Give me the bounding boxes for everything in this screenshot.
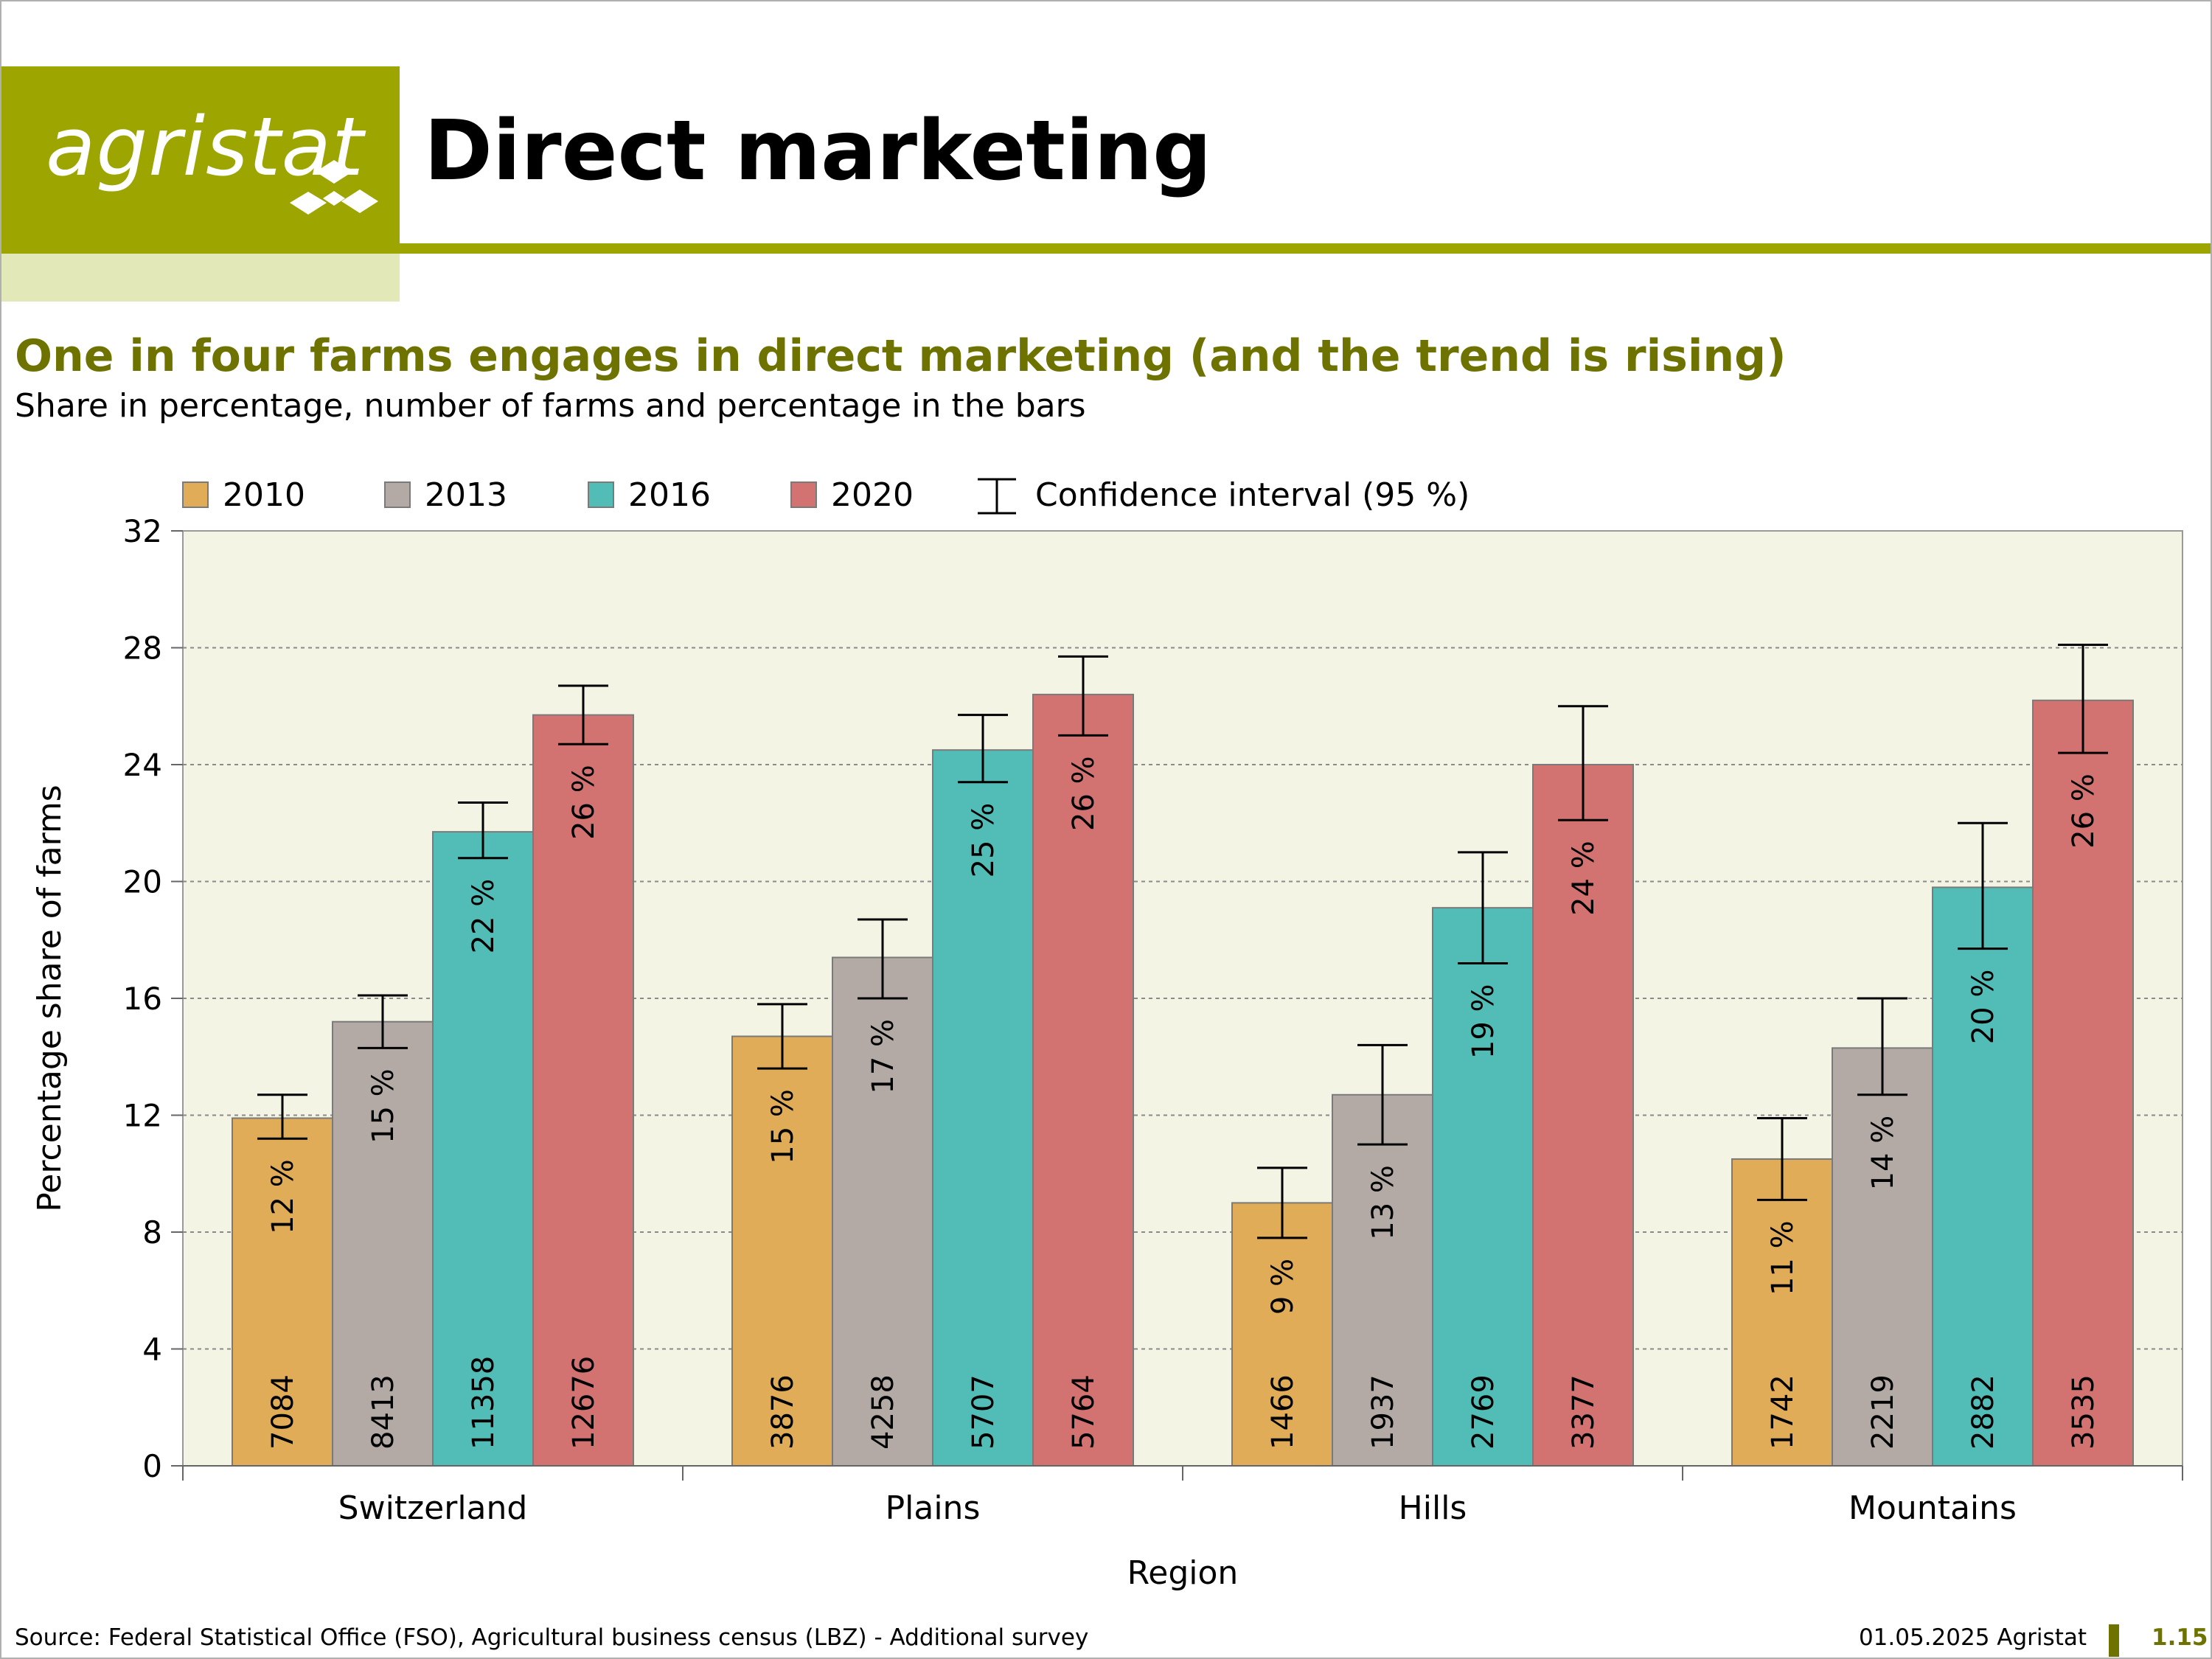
legend-label: 2013 <box>425 476 507 514</box>
count-label: 5707 <box>967 1374 1001 1450</box>
y-tick-label: 24 <box>123 747 162 783</box>
count-label: 2769 <box>1467 1374 1500 1450</box>
chart-legend: 2010 2013 2016 2020 Confidence interval (95 … <box>182 476 1470 515</box>
count-label: 3876 <box>766 1374 800 1450</box>
percentage-label: 15 % <box>766 1089 800 1164</box>
count-label: 5764 <box>1067 1374 1101 1450</box>
bar <box>932 749 1034 1467</box>
percentage-label: 17 % <box>866 1019 900 1094</box>
bar <box>1731 1158 1833 1467</box>
x-tick-label: Plains <box>886 1489 981 1527</box>
logo-underlay <box>1 254 400 302</box>
bar <box>332 1020 434 1467</box>
chart-headline: One in four farms engages in direct mark… <box>15 330 1787 382</box>
percentage-label: 13 % <box>1366 1165 1400 1240</box>
agristat-logo <box>1 66 400 254</box>
percentage-label: 26 % <box>567 765 601 840</box>
count-label: 2219 <box>1866 1374 1900 1450</box>
y-tick-label: 28 <box>123 630 162 667</box>
percentage-label: 26 % <box>2067 773 2101 849</box>
y-tick-label: 20 <box>123 864 162 900</box>
y-tick-label: 12 <box>123 1098 162 1134</box>
count-label: 2882 <box>1966 1374 2000 1450</box>
bar <box>832 956 933 1467</box>
footer-date: 01.05.2025 Agristat <box>1858 1624 2087 1651</box>
legend-swatch <box>588 481 614 508</box>
y-tick-label: 4 <box>142 1332 162 1368</box>
percentage-label: 19 % <box>1467 984 1500 1059</box>
legend-label: 2010 <box>223 476 305 514</box>
percentage-label: 25 % <box>967 803 1001 878</box>
bar <box>432 831 534 1467</box>
percentage-label: 22 % <box>467 879 501 954</box>
page-number: 1.15 <box>2152 1624 2208 1651</box>
count-label: 12676 <box>567 1356 601 1450</box>
count-label: 1466 <box>1266 1374 1300 1450</box>
count-label: 1937 <box>1366 1374 1400 1450</box>
legend-swatch <box>182 481 209 508</box>
count-label: 7084 <box>266 1374 300 1450</box>
count-label: 3535 <box>2067 1374 2101 1450</box>
bar <box>2032 699 2134 1467</box>
bar <box>232 1117 333 1467</box>
legend-label: 2016 <box>628 476 711 514</box>
count-label: 3377 <box>1567 1374 1601 1450</box>
y-tick-label: 16 <box>123 981 162 1017</box>
count-label: 8413 <box>366 1374 400 1450</box>
y-tick-label: 8 <box>142 1214 162 1251</box>
x-tick-label: Hills <box>1399 1489 1467 1527</box>
percentage-label: 12 % <box>266 1159 300 1234</box>
percentage-label: 26 % <box>1067 756 1101 831</box>
legend-label: 2020 <box>831 476 914 514</box>
direct-marketing-chart: 7084 12 % 3876 15 % 1466 9 % 1742 11 % 8413 15 % 4… <box>31 476 2183 1592</box>
logo-diamonds-icon <box>290 160 378 215</box>
percentage-label: 11 % <box>1766 1220 1800 1295</box>
percentage-label: 14 % <box>1866 1116 1900 1191</box>
x-tick-label: Mountains <box>1848 1489 2017 1527</box>
page-title: Direct marketing <box>424 103 1212 199</box>
bar <box>1332 1093 1433 1467</box>
bar <box>532 714 634 1467</box>
y-tick-label: 32 <box>123 513 162 549</box>
percentage-label: 20 % <box>1966 970 2000 1045</box>
footer-source: Source: Federal Statistical Office (FSO)… <box>15 1624 1089 1651</box>
y-tick-label: 0 <box>142 1448 162 1484</box>
bar <box>1832 1047 1933 1467</box>
y-axis-title: Percentage share of farms <box>31 785 69 1211</box>
logo-text: agristat <box>46 100 364 194</box>
legend-ci-label: Confidence interval (95 %) <box>1035 476 1470 514</box>
legend-swatch <box>384 481 411 508</box>
bar <box>1231 1202 1333 1467</box>
count-label: 4258 <box>866 1374 900 1450</box>
percentage-label: 24 % <box>1567 841 1601 916</box>
count-label: 11358 <box>467 1356 501 1450</box>
x-axis-title: Region <box>1127 1554 1239 1592</box>
legend-swatch <box>790 481 817 508</box>
percentage-label: 15 % <box>366 1068 400 1144</box>
x-tick-label: Switzerland <box>338 1489 528 1527</box>
count-label: 1742 <box>1766 1374 1800 1450</box>
footer-divider <box>2109 1624 2119 1657</box>
percentage-label: 9 % <box>1266 1259 1300 1315</box>
bar <box>1032 693 1134 1467</box>
bar <box>1432 907 1534 1467</box>
title-divider <box>400 243 2211 254</box>
bar <box>731 1035 833 1467</box>
chart-subtitle: Share in percentage, number of farms and… <box>15 387 1086 425</box>
